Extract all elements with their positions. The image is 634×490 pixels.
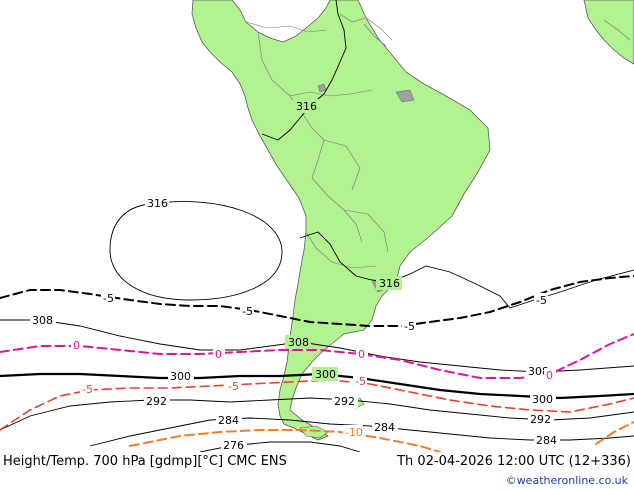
temp-label-minus5-c: -5	[404, 320, 415, 333]
height-label-layer: 316 316 316 308 308 308 300 300 300 292 …	[30, 99, 560, 452]
contour-316-cutoff-low	[109, 201, 283, 301]
contour-292	[0, 397, 634, 431]
temp-label-0-d: 0	[546, 369, 553, 382]
africa-landmass	[583, 0, 634, 65]
credit-link[interactable]: ©weatheronline.co.uk	[505, 474, 628, 487]
height-label-316-andes: 316	[296, 100, 317, 113]
temp-label-0-b: 0	[215, 348, 222, 361]
country-borders	[245, 13, 631, 269]
temp-label-minus10: -10	[345, 426, 363, 439]
height-label-292-east: 292	[530, 413, 551, 426]
height-label-308-east: 308	[528, 365, 549, 378]
temp-label-minus5-d: -5	[536, 294, 547, 307]
weather-map: 316 316 316 308 308 308 300 300 300 292 …	[0, 0, 634, 452]
map-footer: Height/Temp. 700 hPa [gdmp][°C] CMC ENS …	[0, 452, 634, 490]
height-label-284-west: 284	[218, 414, 239, 427]
temp-label-minus5-a: -5	[103, 292, 114, 305]
height-label-292-mid: 292	[334, 395, 355, 408]
height-label-276: 276	[223, 439, 244, 452]
tierra-del-fuego	[299, 425, 329, 439]
height-label-308-mid: 308	[288, 336, 309, 349]
product-title: Height/Temp. 700 hPa [gdmp][°C] CMC ENS	[3, 454, 287, 469]
height-label-316-low: 316	[147, 197, 168, 210]
height-label-292-west: 292	[146, 395, 167, 408]
isotherm-minus10-orange-east	[595, 421, 634, 445]
temp-label-0-a: 0	[73, 339, 80, 352]
height-label-284-mid: 284	[374, 421, 395, 434]
land-layer	[191, 0, 634, 441]
valid-time: Th 02-04-2026 12:00 UTC (12+336)	[397, 454, 631, 469]
contour-316-west	[261, 0, 347, 141]
isotherm-minus5-red	[0, 379, 634, 431]
temp-label-layer: -5 -5 -5 -5 0 0 0 0 -5 -5 -5 -10	[71, 291, 556, 439]
temp-label-warm-a: -5	[82, 383, 93, 396]
temp-label-warm-c: -5	[355, 375, 366, 388]
height-label-300-mid: 300	[315, 368, 336, 381]
amazon-delta	[395, 89, 415, 103]
height-label-316-east: 316	[379, 277, 400, 290]
height-label-300-west: 300	[170, 370, 191, 383]
height-label-300-east: 300	[532, 393, 553, 406]
temp-label-0-c: 0	[358, 348, 365, 361]
south-america-landmass	[191, 0, 491, 441]
height-label-308-west: 308	[32, 314, 53, 327]
isotherm-minus10-orange	[129, 429, 441, 452]
height-label-284-east: 284	[536, 434, 557, 447]
temp-label-minus5-b: -5	[242, 305, 253, 318]
temp-label-warm-b: -5	[228, 380, 239, 393]
